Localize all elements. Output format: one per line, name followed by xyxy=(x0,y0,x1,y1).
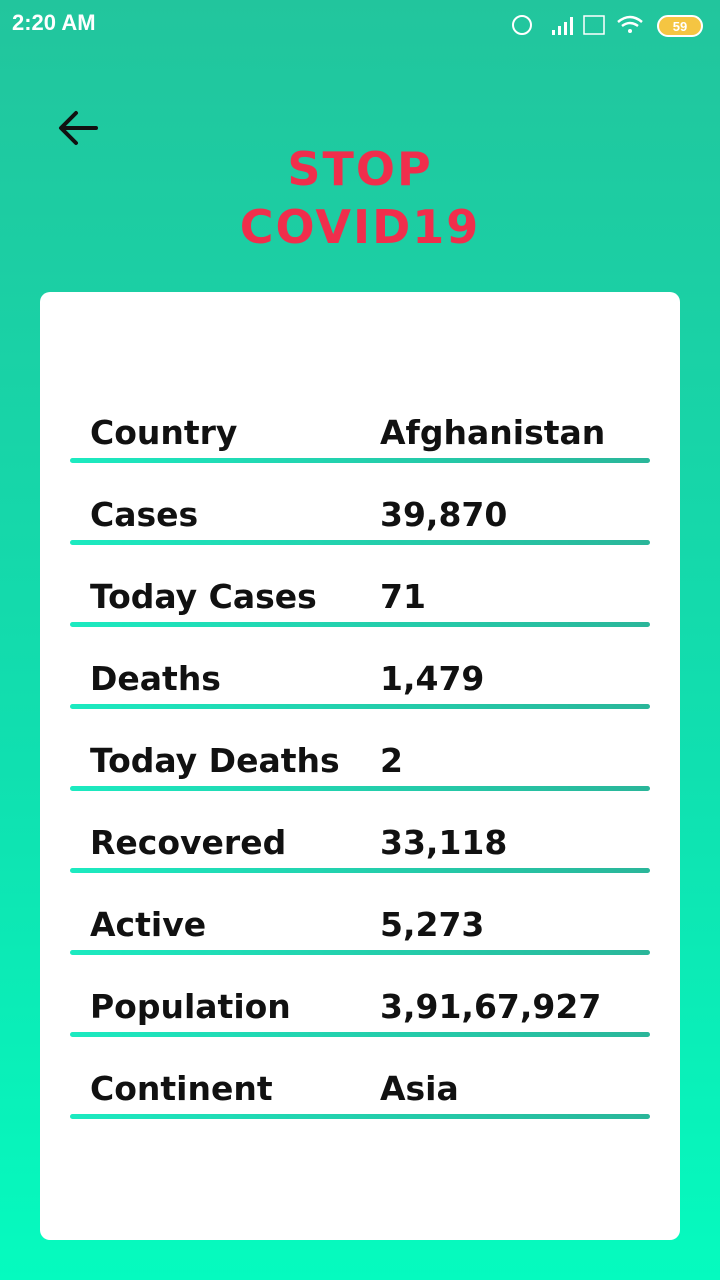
table-row: Population 3,91,67,927 xyxy=(70,984,650,1066)
row-divider xyxy=(70,704,650,709)
row-label: Deaths xyxy=(90,659,221,698)
row-value: 2 xyxy=(380,741,403,780)
row-divider xyxy=(70,950,650,955)
table-row: Today Cases 71 xyxy=(70,574,650,656)
logo-line: STOP xyxy=(287,142,433,196)
row-value: Afghanistan xyxy=(380,413,606,452)
stats-card: Country Afghanistan Cases 39,870 Today Cases… xyxy=(40,292,680,1240)
table-row: Active 5,273 xyxy=(70,902,650,984)
row-label: Country xyxy=(90,413,238,452)
logo-line: COVID19 xyxy=(239,200,481,254)
table-row: Today Deaths 2 xyxy=(70,738,650,820)
status-time: 2:20 AM xyxy=(12,10,96,35)
table-row: Cases 39,870 xyxy=(70,492,650,574)
row-divider xyxy=(70,540,650,545)
row-label: Active xyxy=(90,905,207,944)
row-divider xyxy=(70,622,650,627)
table-row: Deaths 1,479 xyxy=(70,656,650,738)
row-divider xyxy=(70,868,650,873)
row-divider xyxy=(70,1114,650,1119)
table-row: Continent Asia xyxy=(70,1066,650,1148)
row-divider xyxy=(70,1032,650,1037)
row-value: 33,118 xyxy=(380,823,508,862)
row-divider xyxy=(70,786,650,791)
table-row: Country Afghanistan xyxy=(70,410,650,492)
row-label: Today Cases xyxy=(90,577,317,616)
status-icons: 59 xyxy=(512,15,703,37)
row-label: Population xyxy=(90,987,291,1026)
row-label: Recovered xyxy=(90,823,287,862)
row-label: Today Deaths xyxy=(90,741,340,780)
row-value: 1,479 xyxy=(380,659,485,698)
row-value: 5,273 xyxy=(380,905,485,944)
row-value: 3,91,67,927 xyxy=(380,987,602,1026)
row-value: Asia xyxy=(380,1069,459,1108)
row-label: Cases xyxy=(90,495,199,534)
table-row: Recovered 33,118 xyxy=(70,820,650,902)
row-label: Continent xyxy=(90,1069,273,1108)
row-divider xyxy=(70,458,650,463)
row-value: 71 xyxy=(380,577,426,616)
battery-level: 59 xyxy=(673,19,687,34)
row-value: 39,870 xyxy=(380,495,508,534)
back-button[interactable] xyxy=(56,106,102,150)
